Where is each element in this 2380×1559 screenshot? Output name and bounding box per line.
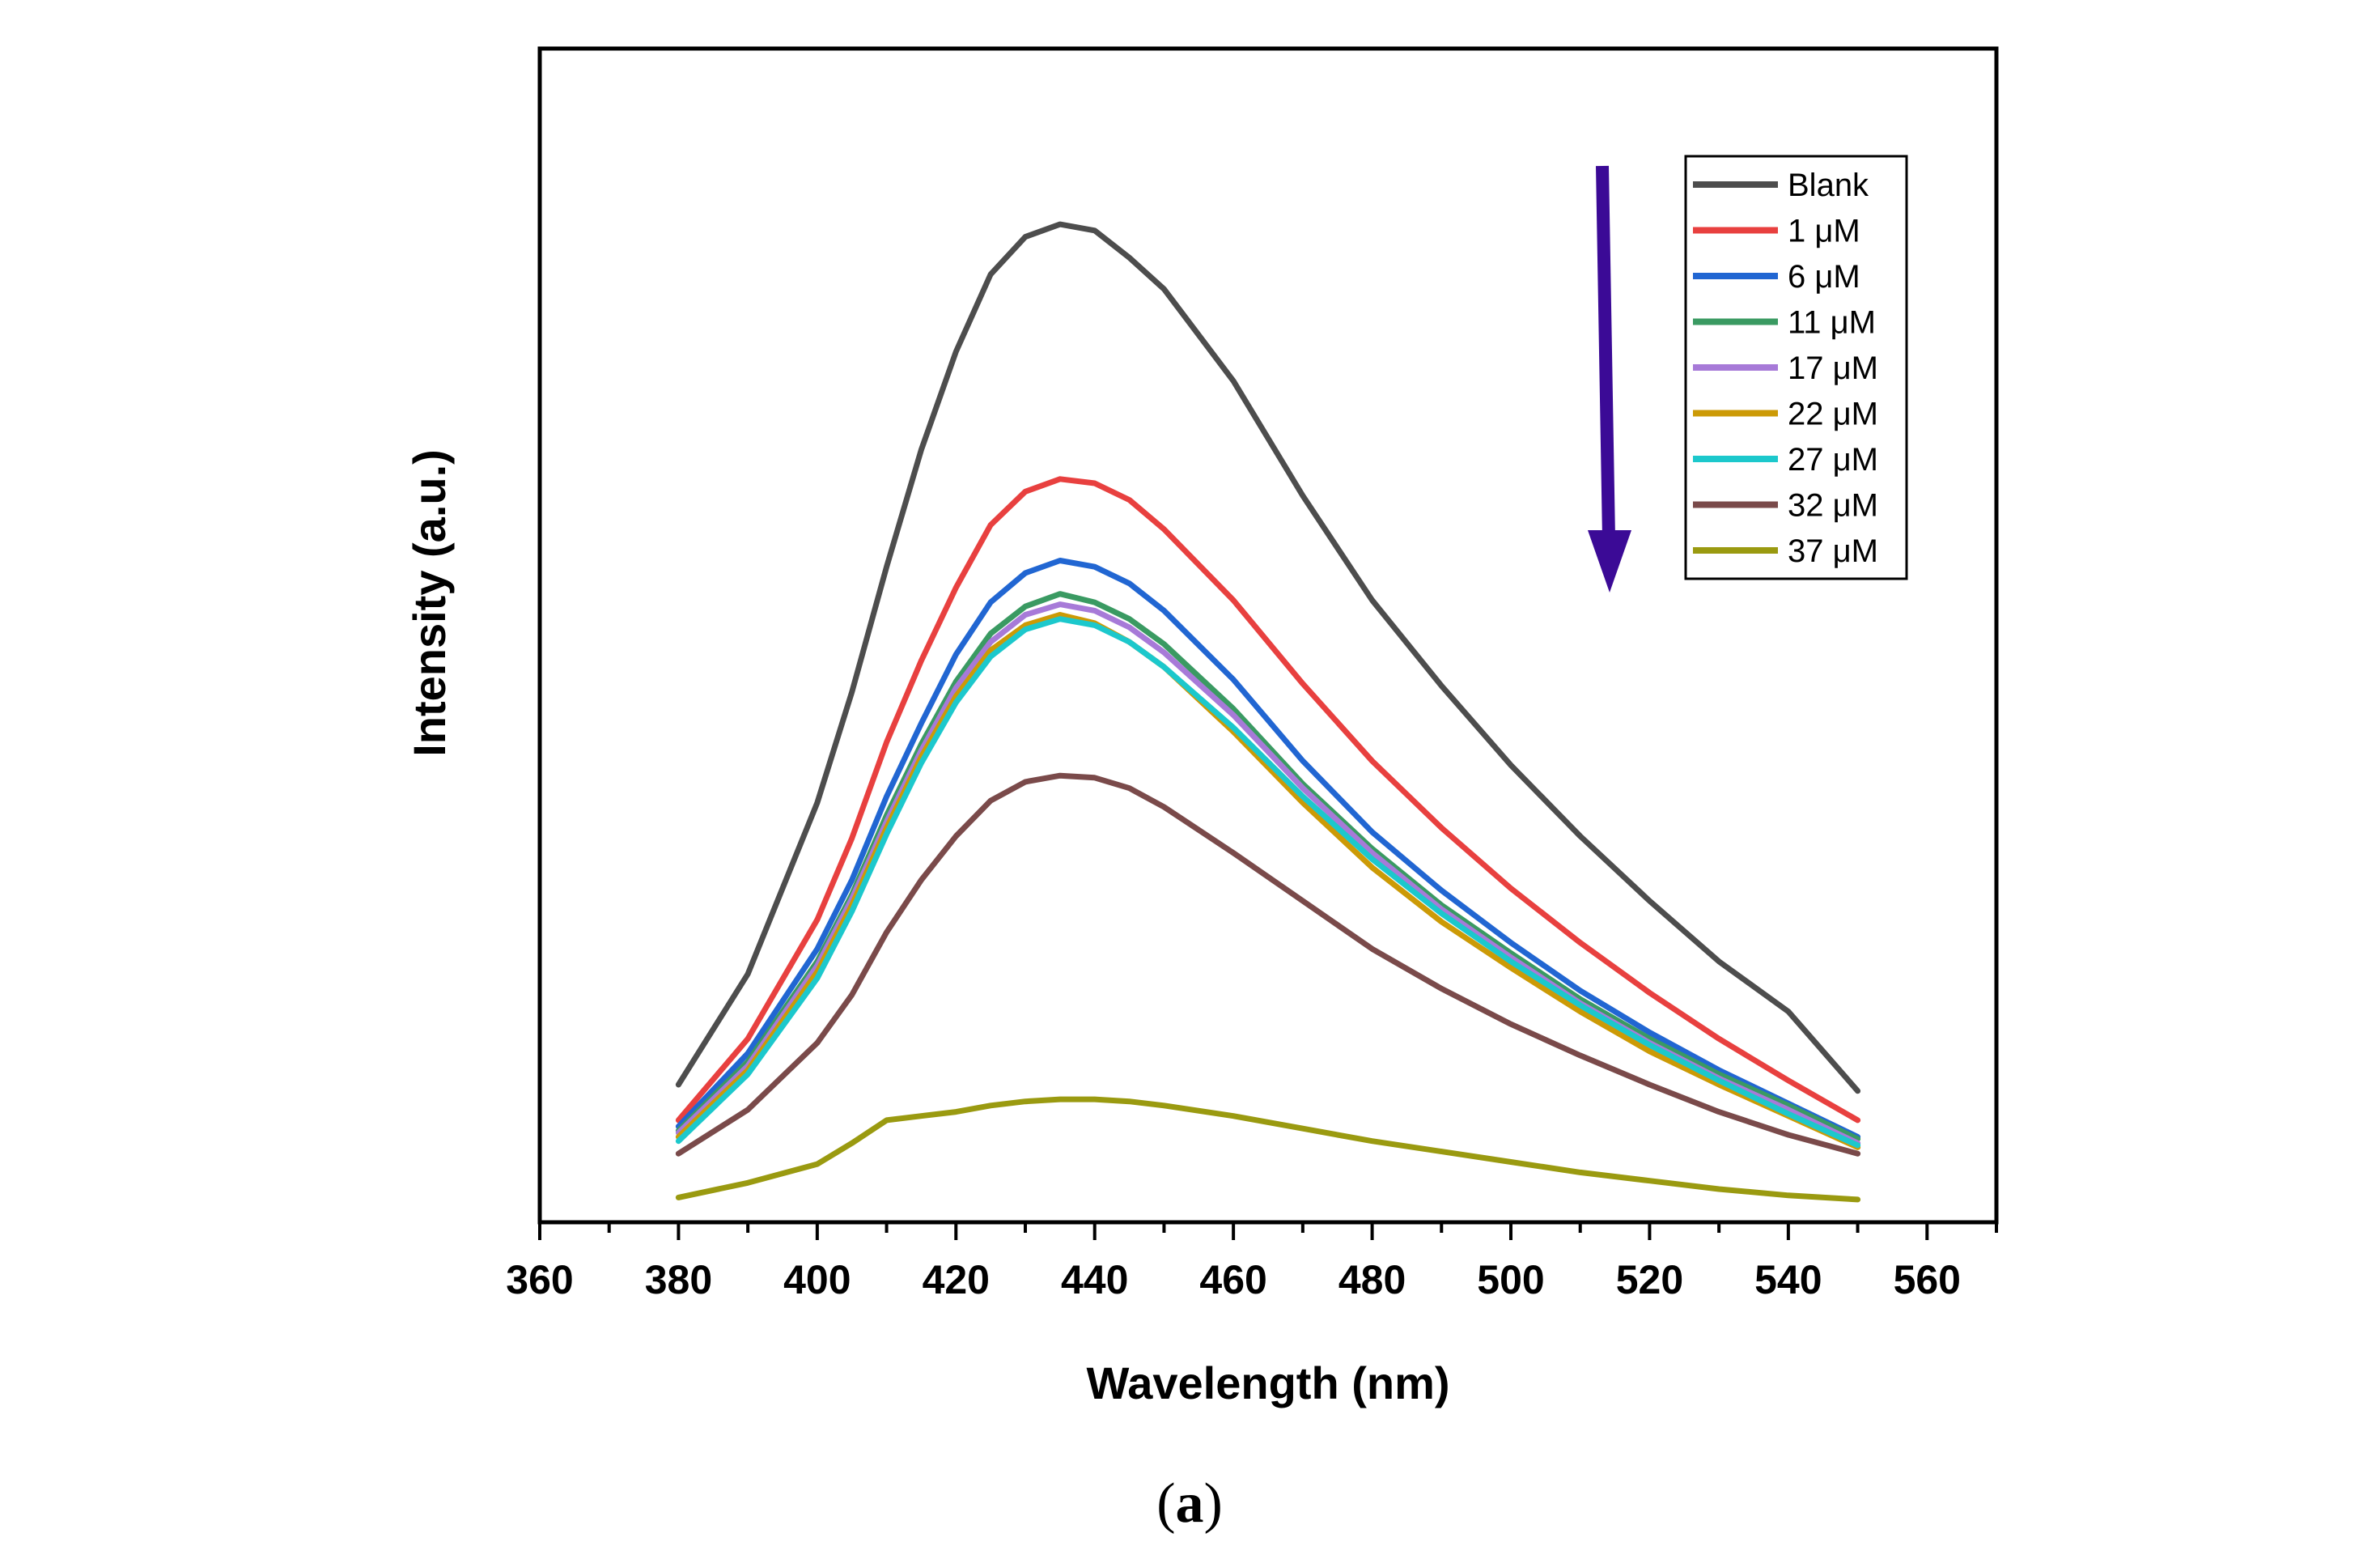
x-tick-label: 480 [1338, 1257, 1406, 1302]
legend-label: 37 μM [1788, 533, 1878, 569]
legend-label: 1 μM [1788, 214, 1860, 249]
legend-label: 32 μM [1788, 488, 1878, 524]
x-tick-label: 500 [1477, 1257, 1544, 1302]
legend-label: 17 μM [1788, 350, 1878, 386]
x-tick-label: 420 [923, 1257, 990, 1302]
series-line [675, 221, 1861, 1094]
legend-label: 11 μM [1788, 305, 1876, 341]
x-tick-label: 460 [1199, 1257, 1266, 1302]
x-tick-label: 400 [783, 1257, 851, 1302]
series-line [675, 772, 1861, 1157]
x-axis-title: Wavelength (nm) [1086, 1357, 1449, 1408]
caption-close-paren: ) [1204, 1472, 1223, 1535]
legend-label: Blank [1788, 168, 1869, 203]
arrow [1588, 165, 1631, 593]
x-tick-label: 540 [1754, 1257, 1822, 1302]
series-line [675, 476, 1861, 1124]
legend-label: 6 μM [1788, 259, 1860, 295]
x-axis-tick-labels: 360 380 400 420 440 460 480 500 520 540 560 [506, 1257, 1961, 1302]
caption-letter: a [1176, 1472, 1204, 1535]
x-tick-label: 360 [506, 1257, 573, 1302]
legend-label: 22 μM [1788, 397, 1878, 432]
legend: Blank 1 μM 6 μM 11 μM 17 μM 22 μM 27 μM 32 μM 37… [1684, 155, 1908, 580]
arrow-head [1588, 530, 1631, 593]
series-line [675, 616, 1861, 1149]
plot-frame [537, 46, 1999, 1225]
series-lines [675, 221, 1861, 1203]
x-tick-label: 380 [645, 1257, 712, 1302]
arrow-shaft [1596, 165, 1615, 539]
y-axis-title: Intensity (a.u.) [404, 449, 455, 757]
series-line [675, 1096, 1861, 1203]
legend-label: 27 μM [1788, 442, 1878, 478]
series-line [675, 558, 1861, 1140]
x-axis-ticks [538, 1222, 1998, 1240]
caption-open-paren: ( [1156, 1472, 1175, 1535]
x-tick-label: 560 [1894, 1257, 1961, 1302]
x-tick-label: 520 [1616, 1257, 1683, 1302]
x-tick-label: 440 [1061, 1257, 1128, 1302]
figure-caption: (a) [1156, 1472, 1223, 1535]
